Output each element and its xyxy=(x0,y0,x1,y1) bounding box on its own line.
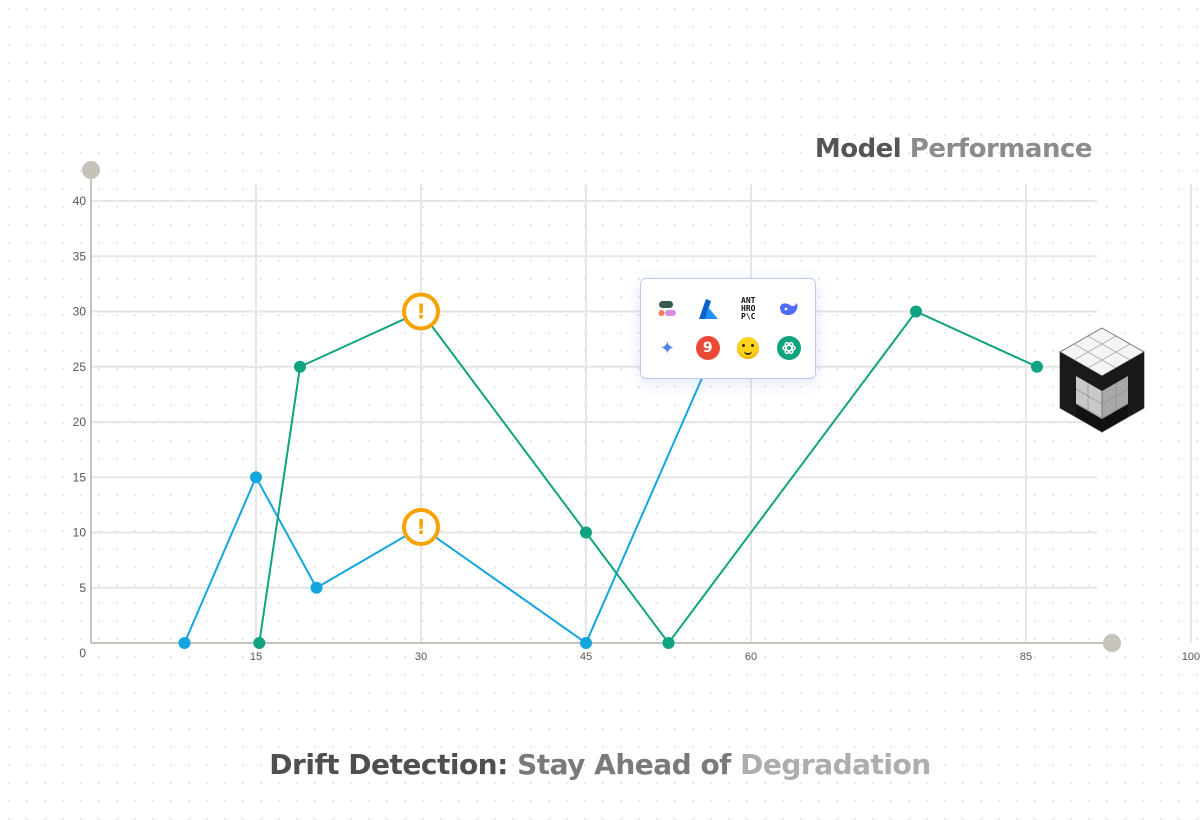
data-point xyxy=(294,360,306,373)
data-point xyxy=(580,526,592,539)
data-point xyxy=(310,581,323,594)
alert-ring xyxy=(402,292,440,331)
y-tick-label: 20 xyxy=(73,415,87,429)
data-point xyxy=(250,471,262,484)
y-tick-label: 5 xyxy=(79,581,86,595)
x-tick-label: 15 xyxy=(250,651,262,663)
chart-title-part2: Performance xyxy=(909,134,1093,164)
alert-symbol: ! xyxy=(416,515,425,539)
anthropic-icon: ANT HRO P\C xyxy=(734,295,762,323)
provider-logos-card: ANT HRO P\C ✦ 9 xyxy=(640,278,816,379)
openai-icon xyxy=(775,334,803,362)
y-tick-label: 10 xyxy=(73,526,87,540)
x-tick-label: 60 xyxy=(745,651,757,663)
data-point xyxy=(580,637,592,649)
caption-part1: Drift Detection: xyxy=(269,748,508,781)
series-line-1 xyxy=(183,366,708,645)
data-point xyxy=(910,305,922,318)
azure-icon xyxy=(694,295,722,323)
gemini-icon: ✦ xyxy=(653,334,681,362)
y-tick-label: 35 xyxy=(73,249,87,263)
huggingface-icon xyxy=(734,334,762,362)
drift-alert-icon: ! xyxy=(402,507,440,546)
data-point xyxy=(662,637,675,649)
drift-alert-icon: ! xyxy=(402,292,440,331)
x-axis-end-dot xyxy=(1103,634,1121,652)
alert-symbol: ! xyxy=(416,300,425,324)
x-tick-label: 85 xyxy=(1020,651,1032,663)
x-tick-label: 45 xyxy=(580,651,592,663)
y-tick-label: 0 xyxy=(79,646,86,660)
x-tick-label: 30 xyxy=(415,651,427,663)
caption-part3: Degradation xyxy=(740,748,931,781)
gemini-glyph: ✦ xyxy=(659,337,675,359)
chart-title-part1: Model xyxy=(814,134,902,164)
alert-ring xyxy=(402,507,440,546)
data-point xyxy=(253,637,266,649)
chart-ticks: 0 5 10 15 20 25 30 35 40 15 30 45 60 85 100 xyxy=(73,194,1200,663)
brand-cube-logo xyxy=(1058,327,1146,433)
chart-axes xyxy=(82,161,1121,652)
anthropic-wordmark: ANT HRO P\C xyxy=(741,295,756,321)
y-tick-label: 40 xyxy=(73,194,87,208)
perplexity-glyph: 9 xyxy=(695,336,720,361)
chart-caption: Drift Detection: Stay Ahead of Degradati… xyxy=(0,748,1200,781)
data-point xyxy=(178,637,191,649)
deepseek-icon xyxy=(775,295,803,323)
y-axis-end-dot xyxy=(82,161,100,179)
y-tick-label: 25 xyxy=(73,360,87,374)
y-tick-label: 15 xyxy=(73,470,87,484)
chart-alerts: !! xyxy=(402,292,440,546)
data-point xyxy=(1031,360,1043,373)
x-tick-label: 100 xyxy=(1182,651,1200,663)
chart-title: Model Performance xyxy=(814,134,1093,164)
chart-grid xyxy=(91,184,1192,643)
cohere-icon xyxy=(653,295,681,323)
caption-part2: Stay Ahead of xyxy=(517,748,731,781)
perplexity-icon: 9 xyxy=(694,334,722,362)
y-tick-label: 30 xyxy=(73,305,87,319)
